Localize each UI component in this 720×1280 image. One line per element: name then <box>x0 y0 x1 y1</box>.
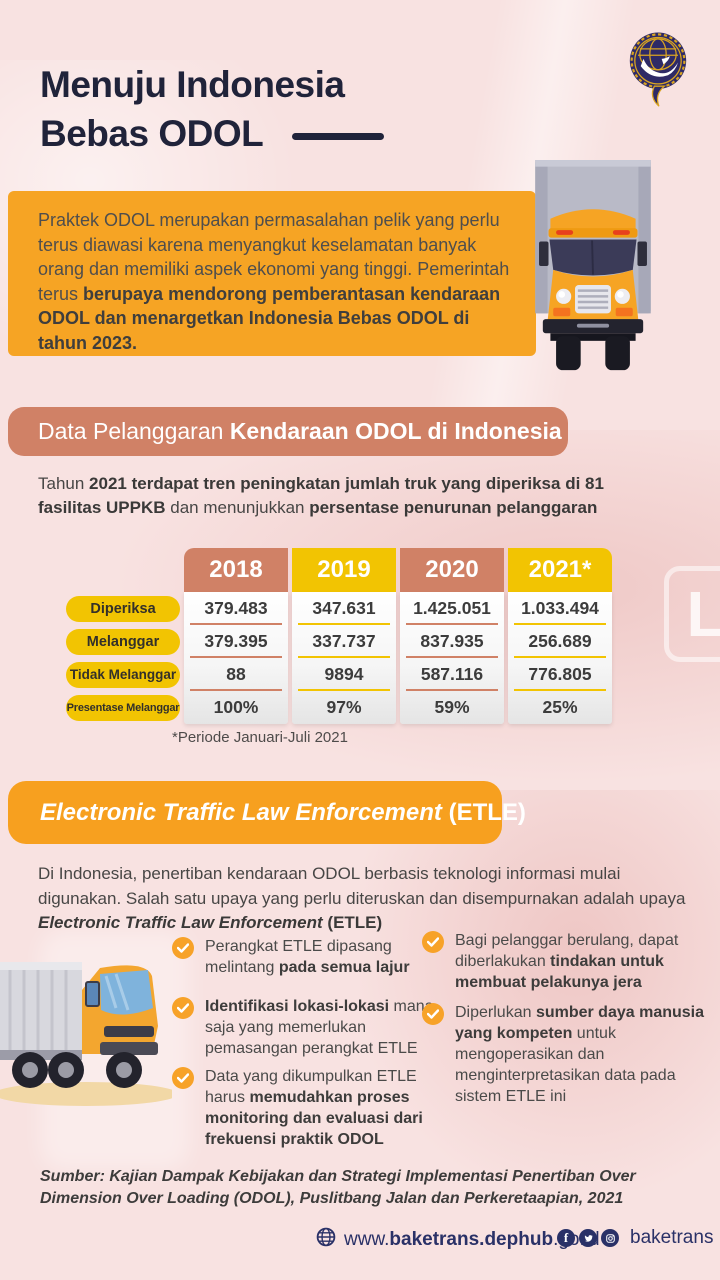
check-icon <box>422 1003 444 1025</box>
table-cell: 347.631 <box>292 592 396 625</box>
table-cell: 1.425.051 <box>400 592 504 625</box>
check-icon <box>172 937 194 959</box>
column-header: 2019 <box>292 548 396 592</box>
table-column-2021: 2021* 1.033.494 256.689 776.805 25% <box>508 548 612 724</box>
table-column-2018: 2018 379.483 379.395 88 100% <box>184 548 288 724</box>
table-cell: 379.483 <box>184 592 288 625</box>
text-run: Bagi pelanggar berulang, dapat diberlaku… <box>455 932 679 970</box>
row-label-presentase: Presentase Melanggar <box>66 694 180 721</box>
etle-title-regular: (ETLE) <box>441 799 526 826</box>
table-cell: 379.395 <box>184 625 288 658</box>
text-run: Tahun <box>38 474 90 493</box>
truck-front-illustration <box>522 158 664 376</box>
social-links: f baketrans <box>557 1227 713 1249</box>
table-cell: 88 <box>184 658 288 691</box>
page-title: Menuju Indonesia Bebas ODOL <box>40 60 345 158</box>
table-cell: 1.033.494 <box>508 592 612 625</box>
text-run: Di Indonesia, penertiban kendaraan ODOL … <box>38 864 686 908</box>
check-icon <box>172 1067 194 1089</box>
background-truck-plate: L <box>664 566 720 662</box>
text-run: dan menunjukkan <box>165 498 310 517</box>
text-run: persentase penurunan pelanggaran <box>309 498 598 517</box>
intro-text-period: . <box>132 332 138 353</box>
text-run: 2021 terdapat tren peningkatan jumlah tr… <box>38 474 604 517</box>
text-run: Data yang dikumpulkan ETLE harus <box>205 1068 417 1106</box>
text-run: tindakan untuk membuat pelakunya jera <box>455 953 664 991</box>
table-cell: 100% <box>213 697 259 717</box>
column-header: 2021* <box>508 548 612 592</box>
section-header-etle: Electronic Traffic Law Enforcement (ETLE… <box>8 781 526 844</box>
table-footnote: *Periode Januari-Juli 2021 <box>172 729 348 746</box>
text-run: untuk mengoperasikan dan menginterpretas… <box>455 1025 676 1105</box>
text-run: sumber daya manusia yang kompeten <box>455 1004 705 1042</box>
kemenhub-logo-icon <box>626 28 690 108</box>
check-icon <box>172 997 194 1019</box>
table-cell: 256.689 <box>508 625 612 658</box>
etle-title-italic: Electronic Traffic Law Enforcement <box>40 799 442 826</box>
text-run: Diperlukan <box>455 1004 536 1021</box>
plate-letter: L <box>686 578 720 650</box>
text-run: memudahkan proses monitoring dan evaluas… <box>205 1089 423 1148</box>
table-column-2020: 2020 1.425.051 837.935 587.116 59% <box>400 548 504 724</box>
table-cell: 9894 <box>292 658 396 691</box>
column-header: 2020 <box>400 548 504 592</box>
checklist-item: Data yang dikumpulkan ETLE harus memudah… <box>172 1066 457 1150</box>
table-cell: 59% <box>434 697 470 717</box>
footer: www.baketrans.dephub.go.id f baketrans <box>0 1227 720 1257</box>
text-run: Identifikasi lokasi-lokasi <box>205 998 390 1015</box>
table-cell: 25% <box>542 697 578 717</box>
table-cell: 587.116 <box>400 658 504 691</box>
checklist-item: Perangkat ETLE dipasang melintang pada s… <box>172 936 450 978</box>
text-run: Perangkat ETLE dipasang melintang <box>205 938 392 976</box>
text-run: Electronic Traffic Law Enforcement <box>38 913 323 932</box>
facebook-icon[interactable]: f <box>557 1229 575 1247</box>
twitter-icon[interactable] <box>579 1229 597 1247</box>
row-label-diperiksa: Diperiksa <box>66 595 180 622</box>
check-icon <box>422 931 444 953</box>
globe-icon <box>316 1227 336 1253</box>
table-cell: 837.935 <box>400 625 504 658</box>
row-label-melanggar: Melanggar <box>66 628 180 655</box>
section-header-data-pelanggaran: Data Pelanggaran Kendaraan ODOL di Indon… <box>8 407 568 456</box>
text-run: pada semua lajur <box>278 959 410 976</box>
text-run: mana saja yang memerlukan pemasangan per… <box>205 998 434 1057</box>
text-run: (ETLE) <box>322 913 383 932</box>
intro-text: Praktek ODOL merupakan permasalahan peli… <box>38 210 510 304</box>
section1-title: Data Pelanggaran <box>38 418 230 444</box>
checklist-item: Diperlukan sumber daya manusia yang komp… <box>422 1002 714 1107</box>
truck-side-illustration <box>0 942 178 1112</box>
title-dash <box>292 133 384 140</box>
intro-text-bold: berupaya mendorong pemberantasan kendara… <box>38 283 501 353</box>
social-handle: baketrans <box>630 1227 714 1248</box>
column-header: 2018 <box>184 548 288 592</box>
etle-intro-text: Di Indonesia, penertiban kendaraan ODOL … <box>38 862 686 936</box>
intro-text-box: Praktek ODOL merupakan permasalahan peli… <box>8 191 536 356</box>
section1-title-bold: Kendaraan ODOL di Indonesia <box>229 418 562 444</box>
instagram-icon[interactable] <box>601 1229 619 1247</box>
page-title-line2: Bebas ODOL <box>40 113 264 154</box>
violation-data-table: Diperiksa Melanggar Tidak Melanggar Pres… <box>66 548 612 724</box>
table-label-column: Diperiksa Melanggar Tidak Melanggar Pres… <box>66 548 180 724</box>
source-note: Sumber: Kajian Dampak Kebijakan dan Stra… <box>40 1168 636 1207</box>
row-label-tidak-melanggar: Tidak Melanggar <box>66 661 180 688</box>
table-column-2019: 2019 347.631 337.737 9894 97% <box>292 548 396 724</box>
table-cell: 97% <box>326 697 362 717</box>
section1-intro-text: Tahun 2021 terdapat tren peningkatan jum… <box>38 472 653 520</box>
table-cell: 337.737 <box>292 625 396 658</box>
page-title-line1: Menuju Indonesia <box>40 64 345 105</box>
checklist-item: Bagi pelanggar berulang, dapat diberlaku… <box>422 930 714 993</box>
checklist-item: Identifikasi lokasi-lokasi mana saja yan… <box>172 996 450 1059</box>
table-cell: 776.805 <box>508 658 612 691</box>
